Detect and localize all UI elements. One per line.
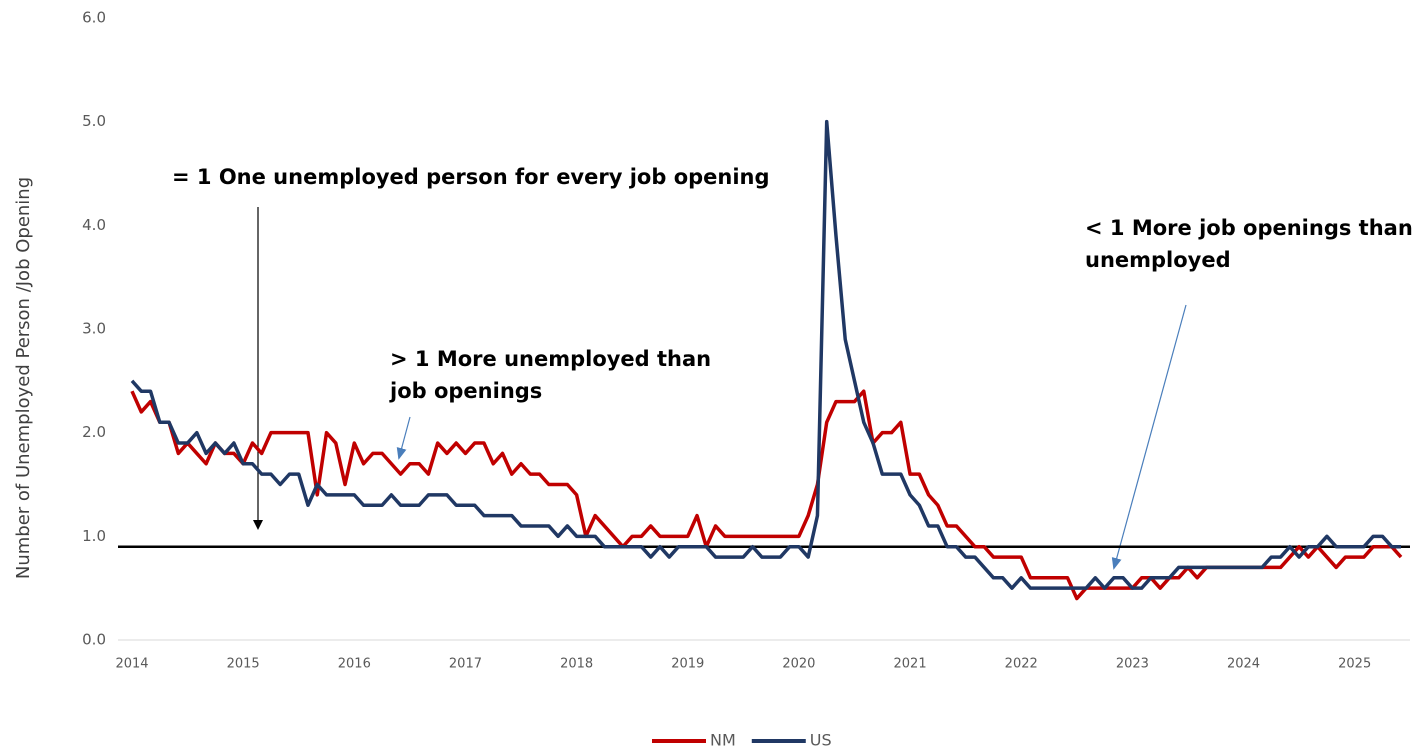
y-tick-label: 1.0 xyxy=(82,527,106,545)
legend-label: NM xyxy=(710,731,736,750)
y-tick-label: 2.0 xyxy=(82,423,106,441)
annotation: < 1 More job openings than xyxy=(1085,216,1413,240)
annotation-arrow xyxy=(1111,304,1187,570)
x-tick-label: 2025 xyxy=(1338,657,1371,672)
x-tick-label: 2019 xyxy=(671,657,704,672)
y-tick-label: 3.0 xyxy=(82,320,106,338)
annotation: > 1 More unemployed than xyxy=(390,347,711,371)
y-tick-label: 5.0 xyxy=(82,112,106,130)
annotation: job openings xyxy=(389,379,542,403)
x-tick-label: 2016 xyxy=(338,657,371,672)
x-tick-label: 2022 xyxy=(1005,657,1038,672)
annotation-arrow xyxy=(396,416,411,460)
y-tick-label: 6.0 xyxy=(82,9,106,27)
legend-label: US xyxy=(810,731,832,750)
data-line xyxy=(130,119,1401,590)
x-tick-label: 2020 xyxy=(782,657,815,672)
annotation: = 1 One unemployed person for every job … xyxy=(172,165,770,189)
x-tick-label: 2024 xyxy=(1227,657,1260,672)
x-tick-label: 2017 xyxy=(449,657,482,672)
y-tick-label: 4.0 xyxy=(82,216,106,234)
x-tick-label: 2021 xyxy=(894,657,927,672)
x-tick-label: 2014 xyxy=(115,657,148,672)
x-tick-label: 2018 xyxy=(560,657,593,672)
y-tick-label: 0.0 xyxy=(82,631,106,649)
y-axis-title: Number of Unemployed Person /Job Opening xyxy=(13,177,34,579)
x-tick-label: 2015 xyxy=(227,657,260,672)
annotation: unemployed xyxy=(1085,248,1231,272)
x-tick-label: 2023 xyxy=(1116,657,1149,672)
